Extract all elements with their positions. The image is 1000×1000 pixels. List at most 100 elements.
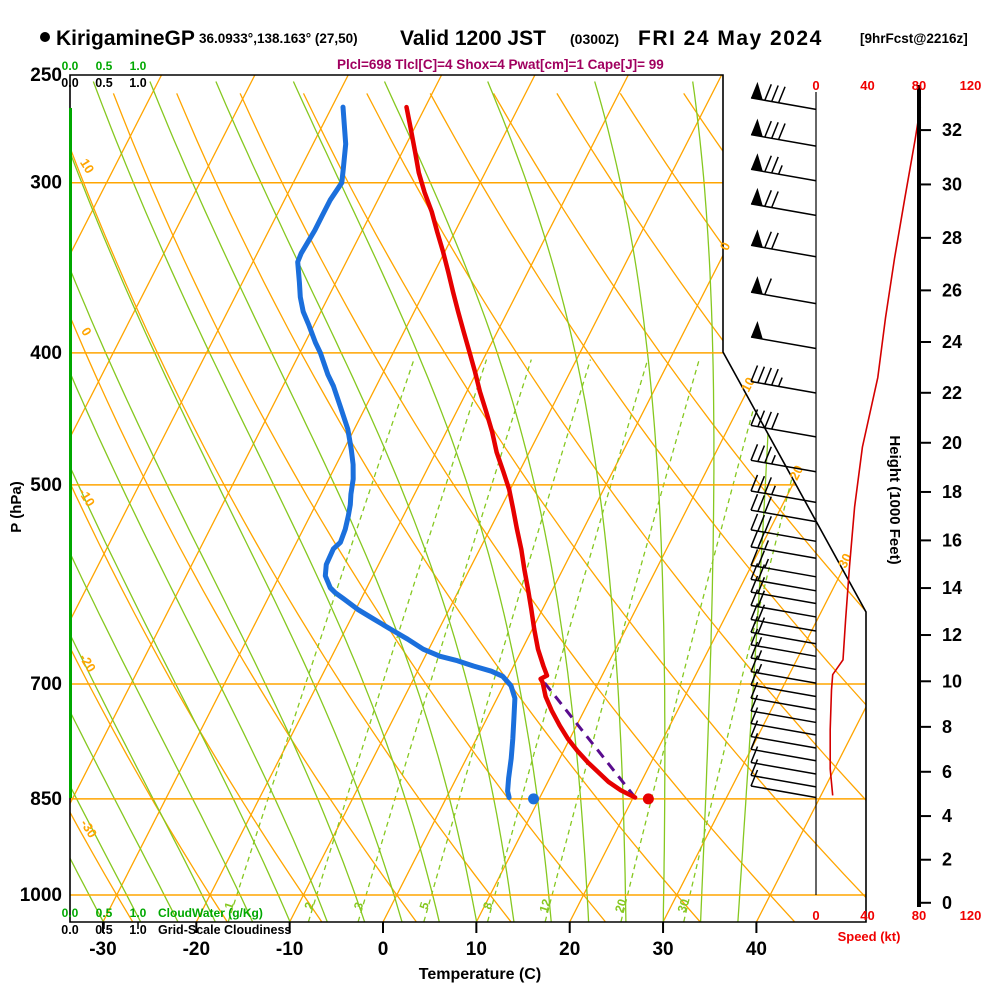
svg-text:-10: -10 [75,485,98,509]
svg-text:0: 0 [78,325,95,339]
svg-text:1.0: 1.0 [130,59,147,73]
svg-text:850: 850 [30,789,62,810]
svg-text:0.0: 0.0 [62,59,79,73]
svg-text:0.0: 0.0 [62,906,79,920]
sounding-profiles [295,104,654,805]
svg-text:1.0: 1.0 [129,923,146,937]
svg-text:40: 40 [860,908,874,923]
svg-text:3: 3 [351,900,366,911]
pressure-axis-labels: 250 300 400 500 700 850 1000 [20,65,62,906]
sounding-parameters: Plcl=698 Tlcl[C]=4 Shox=4 Pwat[cm]=1 Cap… [337,57,664,72]
svg-text:12: 12 [942,625,962,645]
svg-text:26: 26 [942,280,962,300]
svg-text:30: 30 [675,897,693,914]
svg-text:40: 40 [746,939,767,960]
svg-text:120: 120 [960,908,982,923]
svg-text:30: 30 [652,939,673,960]
svg-text:500: 500 [30,475,62,496]
svg-text:32: 32 [942,120,962,140]
svg-text:5: 5 [417,900,432,911]
svg-text:4: 4 [942,806,952,826]
svg-text:20: 20 [559,939,580,960]
svg-text:0.5: 0.5 [96,59,113,73]
cloud-scale-labels: 0.0 0.0 0.0 0.0 0.5 0.5 0.5 0.5 1.0 1.0 1.0 1.0 [61,59,146,937]
height-axis-title: Height (1000 Feet) [886,435,903,564]
speed-axis-title: Speed (kt) [838,929,901,944]
svg-text:-20: -20 [183,939,210,960]
svg-text:80: 80 [912,78,926,93]
svg-text:0.0: 0.0 [61,76,78,90]
svg-text:250: 250 [30,65,62,86]
svg-text:0: 0 [812,78,819,93]
svg-text:0.0: 0.0 [61,923,78,937]
svg-text:700: 700 [30,674,62,695]
cloudwater-label: CloudWater (g/Kg) [158,906,263,920]
svg-text:8: 8 [942,717,952,737]
svg-text:300: 300 [30,173,62,194]
svg-text:22: 22 [942,383,962,403]
svg-text:10: 10 [466,939,487,960]
wind-panel [750,81,922,895]
valid-date: FRI 24 May 2024 [638,27,823,50]
svg-text:20: 20 [612,897,630,914]
svg-text:0.5: 0.5 [95,923,112,937]
svg-text:6: 6 [942,762,952,782]
mixing-ratio-lines [227,359,824,922]
pressure-axis-title: P (hPa) [8,481,25,532]
svg-text:1000: 1000 [20,885,62,906]
svg-text:-10: -10 [276,939,303,960]
station-bullet-icon [40,32,50,42]
valid-time: Valid 1200 JST [400,27,546,50]
svg-text:2: 2 [301,900,316,911]
svg-text:40: 40 [860,78,874,93]
svg-text:10: 10 [77,156,97,176]
svg-text:2: 2 [942,850,952,870]
cloudiness-label: Grid-Scale Cloudiness [158,923,291,937]
svg-text:1.0: 1.0 [129,76,146,90]
svg-text:12: 12 [536,897,554,914]
svg-text:16: 16 [942,530,962,550]
svg-text:-30: -30 [89,939,116,960]
svg-text:30: 30 [942,174,962,194]
svg-text:1.0: 1.0 [130,906,147,920]
svg-text:0: 0 [717,240,734,253]
temperature-curve [404,104,638,800]
temperature-axis-labels: -30 -20 -10 0 10 20 30 40 [89,922,767,960]
background-grid [70,75,866,922]
valid-zulu: (0300Z) [570,31,619,47]
svg-text:0: 0 [378,939,389,960]
svg-text:0.5: 0.5 [96,906,113,920]
surface-dewpoint-dot [528,793,540,805]
temperature-axis-title: Temperature (C) [419,966,541,983]
svg-text:20: 20 [942,433,962,453]
svg-text:120: 120 [960,78,982,93]
svg-text:0: 0 [942,893,952,913]
wind-speed-curve [829,106,922,796]
svg-text:18: 18 [942,482,962,502]
forecast-tag: [9hrFcst@2216z] [860,31,968,46]
surface-temperature-dot [642,793,654,805]
svg-text:28: 28 [942,228,962,248]
dry-adiabat-lines [70,93,866,922]
dewpoint-curve [295,104,518,800]
svg-text:1: 1 [221,900,236,911]
svg-text:10: 10 [738,375,758,395]
svg-text:14: 14 [942,578,962,598]
svg-text:30: 30 [835,551,855,571]
svg-text:20: 20 [786,463,806,483]
svg-text:0: 0 [812,908,819,923]
svg-text:400: 400 [30,343,62,364]
wind-barbs [750,81,817,799]
svg-text:8: 8 [480,900,495,911]
svg-text:80: 80 [912,908,926,923]
plot-frame [69,74,867,923]
parcel-path [540,677,637,799]
svg-text:10: 10 [942,671,962,691]
svg-text:24: 24 [942,332,962,352]
station-coords: 36.0933°,138.163° (27,50) [199,31,358,46]
station-name: KirigamineGP [56,27,195,50]
